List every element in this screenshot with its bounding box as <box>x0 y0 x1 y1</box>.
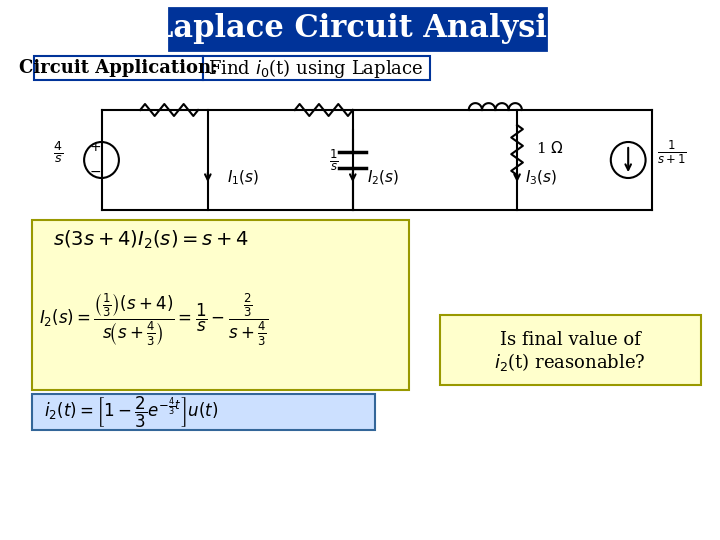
Text: $\frac{4}{s}$: $\frac{4}{s}$ <box>53 139 63 165</box>
FancyBboxPatch shape <box>34 56 203 80</box>
Text: −: − <box>90 165 102 179</box>
Text: Is final value of: Is final value of <box>500 331 641 349</box>
FancyBboxPatch shape <box>169 8 546 50</box>
FancyBboxPatch shape <box>32 220 409 390</box>
Text: $I_2(s)$: $I_2(s)$ <box>367 169 400 187</box>
Text: $\frac{1}{s+1}$: $\frac{1}{s+1}$ <box>657 138 687 166</box>
Text: +: + <box>90 140 102 154</box>
Text: Find $i_0$(t) using Laplace: Find $i_0$(t) using Laplace <box>208 57 424 79</box>
FancyBboxPatch shape <box>440 315 701 385</box>
Text: $i_2$(t) reasonable?: $i_2$(t) reasonable? <box>495 351 646 373</box>
Text: Laplace Circuit Analysis: Laplace Circuit Analysis <box>152 14 564 44</box>
FancyBboxPatch shape <box>32 394 375 430</box>
Text: $i_2(t)=\left[1-\dfrac{2}{3}e^{-\frac{4}{3}t}\right]u(t)$: $i_2(t)=\left[1-\dfrac{2}{3}e^{-\frac{4}… <box>43 394 217 430</box>
Text: $\frac{1}{s}$: $\frac{1}{s}$ <box>329 147 338 173</box>
Text: $I_2(s)=\dfrac{\left(\frac{1}{3}\right)(s+4)}{s\!\left(s+\frac{4}{3}\right)}=\df: $I_2(s)=\dfrac{\left(\frac{1}{3}\right)(… <box>39 292 269 348</box>
Text: $I_1(s)$: $I_1(s)$ <box>227 169 259 187</box>
Text: Circuit Application:: Circuit Application: <box>19 59 217 77</box>
FancyBboxPatch shape <box>203 56 430 80</box>
Text: $I_3(s)$: $I_3(s)$ <box>525 169 557 187</box>
Text: 1 $\Omega$: 1 $\Omega$ <box>536 140 564 156</box>
Text: $s(3s+4)I_2(s) = s+4$: $s(3s+4)I_2(s) = s+4$ <box>53 229 249 251</box>
